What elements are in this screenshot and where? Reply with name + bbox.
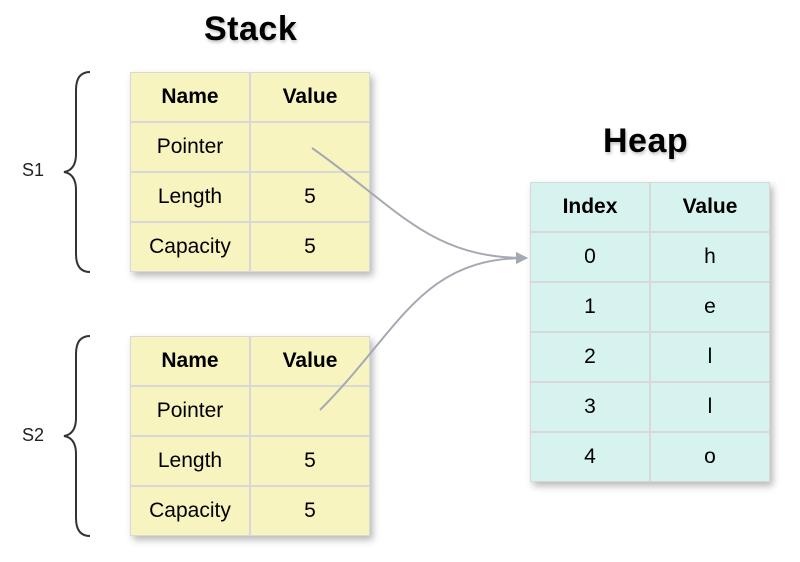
- length-name-cell: Length: [130, 436, 250, 486]
- heap-index-cell: 2: [530, 332, 650, 382]
- heap-index-cell: 3: [530, 382, 650, 432]
- heap-value-cell: h: [650, 232, 770, 282]
- header-index: Index: [530, 182, 650, 232]
- length-value-cell: 5: [250, 436, 370, 486]
- stack-table-s2: Name Value Pointer Length 5 Capacity 5: [130, 336, 370, 536]
- stack-table-s1: Name Value Pointer Length 5 Capacity 5: [130, 72, 370, 272]
- length-value-cell: 5: [250, 172, 370, 222]
- heap-index-cell: 0: [530, 232, 650, 282]
- heap-value-cell: l: [650, 382, 770, 432]
- stack-title: Stack: [204, 10, 298, 48]
- heap-value-cell: l: [650, 332, 770, 382]
- heap-title: Heap: [603, 122, 689, 160]
- capacity-value-cell: 5: [250, 486, 370, 536]
- heap-value-cell: o: [650, 432, 770, 482]
- pointer-value-cell: [250, 386, 370, 436]
- capacity-value-cell: 5: [250, 222, 370, 272]
- s1-label: S1: [22, 160, 45, 180]
- header-name: Name: [130, 72, 250, 122]
- heap-value-cell: e: [650, 282, 770, 332]
- heap-table: Index Value 0 h 1 e 2 l 3 l 4 o: [530, 182, 770, 482]
- capacity-name-cell: Capacity: [130, 222, 250, 272]
- s1-brace: [63, 71, 91, 273]
- s2-brace: [63, 335, 91, 537]
- pointer-value-cell: [250, 122, 370, 172]
- header-value: Value: [250, 72, 370, 122]
- header-value: Value: [250, 336, 370, 386]
- capacity-name-cell: Capacity: [130, 486, 250, 536]
- heap-index-cell: 4: [530, 432, 650, 482]
- pointer-name-cell: Pointer: [130, 386, 250, 436]
- header-value: Value: [650, 182, 770, 232]
- pointer-name-cell: Pointer: [130, 122, 250, 172]
- header-name: Name: [130, 336, 250, 386]
- length-name-cell: Length: [130, 172, 250, 222]
- s2-label: S2: [22, 425, 45, 445]
- heap-index-cell: 1: [530, 282, 650, 332]
